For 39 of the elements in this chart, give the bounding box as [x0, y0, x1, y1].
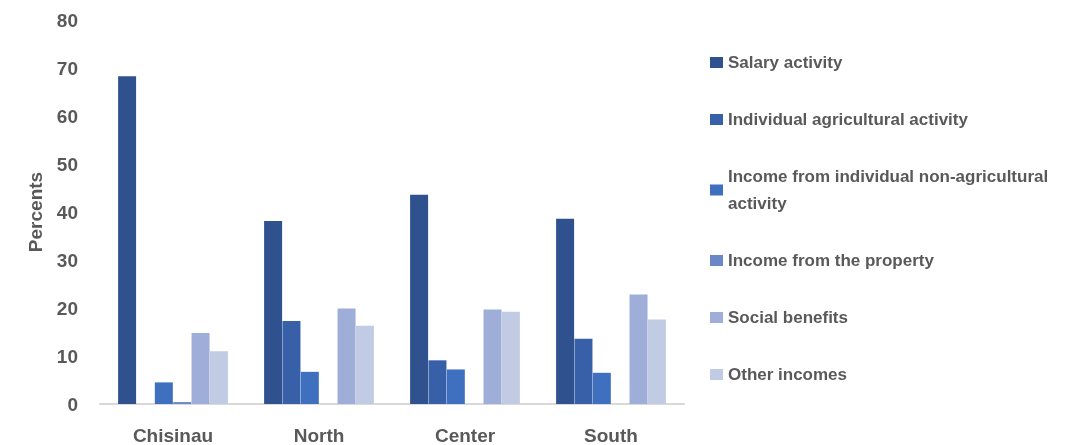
- bar: [556, 218, 575, 404]
- x-tick-label: Chisinau: [132, 425, 214, 445]
- legend-label: Income from the property: [728, 251, 935, 270]
- y-tick-label: 0: [67, 393, 78, 415]
- x-tick-label: South: [584, 425, 638, 445]
- bar: [574, 338, 593, 404]
- y-tick-label: 70: [56, 57, 78, 79]
- y-tick-label: 80: [56, 9, 78, 31]
- bar: [446, 369, 465, 404]
- x-tick-label: Center: [434, 425, 496, 445]
- x-tick-label: North: [293, 425, 345, 445]
- bar: [300, 371, 319, 404]
- legend-label: Other incomes: [728, 365, 848, 384]
- y-tick-label: 40: [56, 201, 78, 223]
- bar: [209, 351, 228, 404]
- bar: [282, 320, 301, 404]
- y-axis-title: Percents: [25, 171, 46, 253]
- legend-label: Individual agricultural activity: [728, 110, 969, 129]
- bar: [154, 382, 173, 404]
- legend-label: Salary activity: [728, 53, 843, 72]
- y-tick-label: 50: [56, 153, 78, 175]
- legend-label: Social benefits: [728, 308, 848, 327]
- y-tick-label: 60: [56, 105, 78, 127]
- bar: [337, 308, 356, 404]
- y-tick-label: 30: [56, 249, 78, 271]
- bar: [410, 194, 429, 404]
- bar: [428, 360, 447, 404]
- bar: [592, 372, 611, 404]
- bar: [647, 319, 666, 404]
- bar: [501, 311, 520, 404]
- bar: [191, 332, 210, 404]
- legend-label: Income from individual non-agricultural activity: [728, 167, 1053, 213]
- y-tick-label: 10: [56, 345, 78, 367]
- bar: [264, 221, 283, 404]
- bar: [629, 294, 648, 404]
- bar: [483, 309, 502, 404]
- bar: [118, 76, 137, 404]
- bar: [355, 325, 374, 404]
- y-tick-label: 20: [56, 297, 78, 319]
